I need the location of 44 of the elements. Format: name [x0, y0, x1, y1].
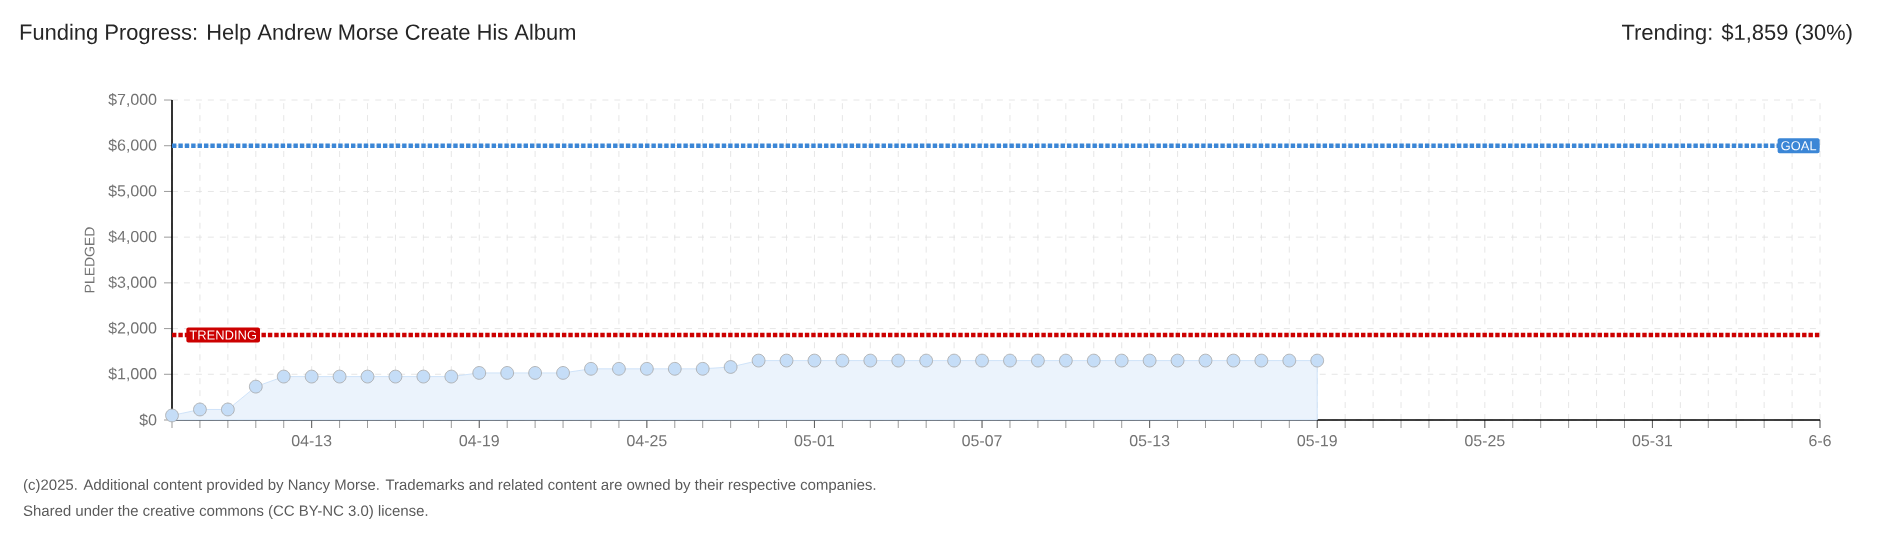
point: [1059, 353, 1073, 368]
point: [332, 369, 347, 384]
chart-title: Funding Progress: Help Andrew Morse Create His Album: [20, 23, 576, 45]
point: [500, 366, 514, 380]
point: [165, 408, 179, 423]
point: [221, 402, 235, 417]
point: [667, 362, 682, 376]
point: [304, 369, 319, 384]
point: [640, 362, 654, 376]
point: [249, 379, 263, 394]
point: [975, 353, 989, 368]
point: [1226, 353, 1241, 368]
point: [695, 362, 710, 376]
point: [1114, 353, 1129, 368]
point: [556, 366, 570, 380]
point: [360, 369, 375, 384]
point: [388, 369, 403, 384]
point: [1282, 353, 1297, 368]
point: [863, 353, 878, 368]
point: [612, 362, 626, 376]
point: [1254, 353, 1269, 368]
point: [835, 353, 850, 368]
point: [807, 353, 822, 368]
point: [891, 353, 906, 368]
point: [1310, 353, 1325, 368]
chart-subtitle: Trending: $1,859 (30%): [1621, 23, 1852, 45]
point: [528, 366, 542, 380]
point: [416, 369, 431, 384]
point: [919, 353, 933, 368]
point: [584, 362, 598, 376]
point: [1031, 353, 1045, 368]
point: [276, 369, 291, 384]
point: [1142, 353, 1157, 368]
point: [1198, 353, 1213, 368]
point: [751, 353, 766, 368]
point: [444, 369, 459, 384]
point: [779, 353, 794, 368]
point: [193, 402, 207, 417]
point: [1086, 353, 1101, 368]
point: [472, 366, 487, 380]
point: [1170, 353, 1185, 368]
point: [1003, 353, 1017, 368]
point: [723, 360, 738, 374]
point: [947, 353, 961, 368]
